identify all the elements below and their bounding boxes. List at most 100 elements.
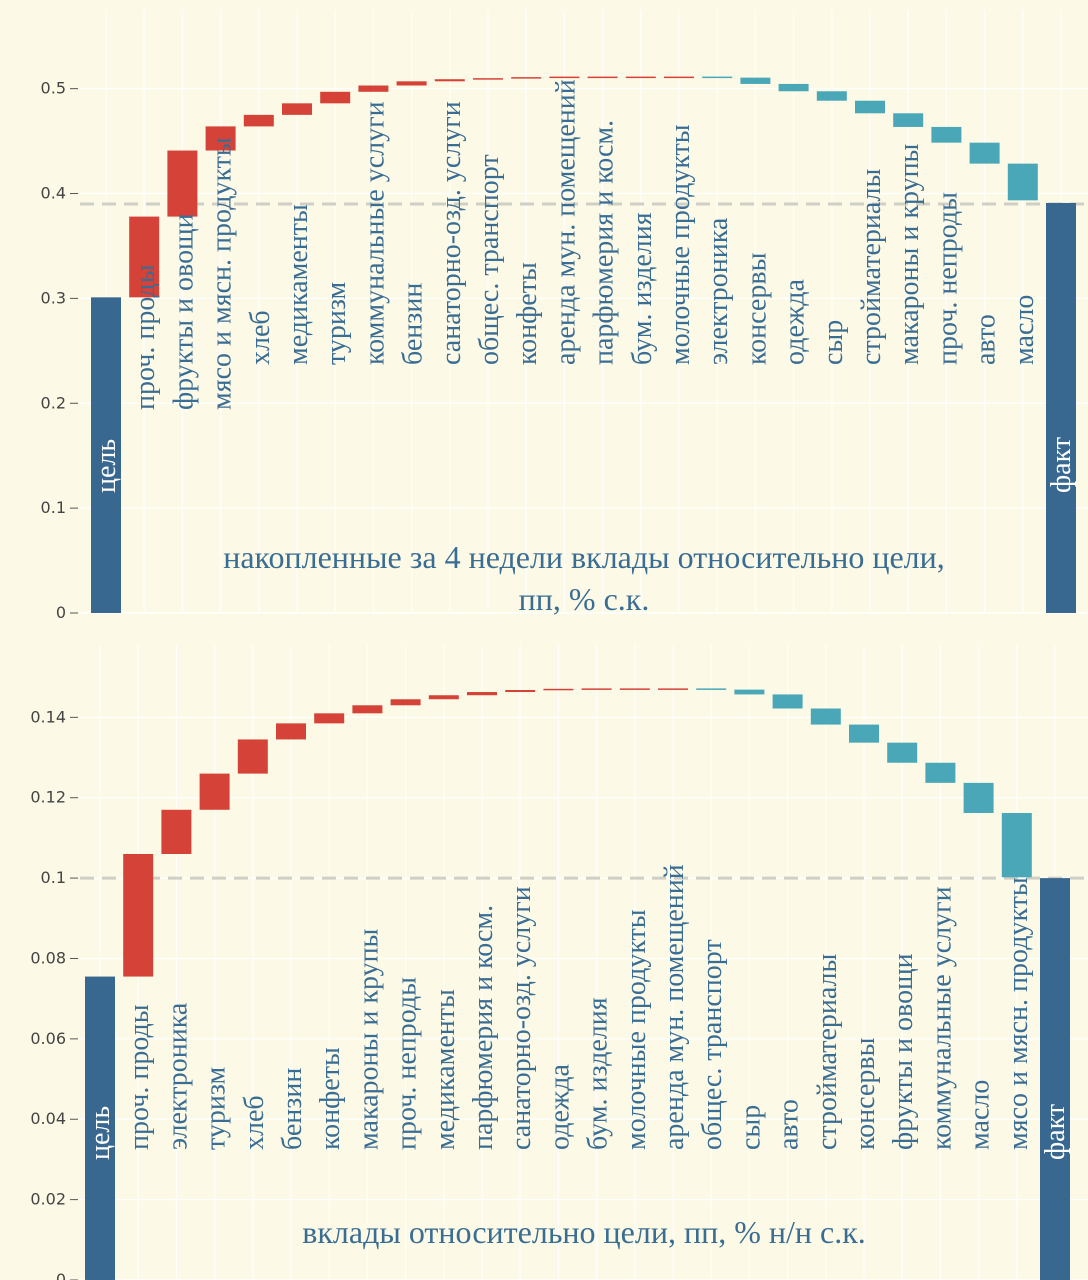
- waterfall-bar: [931, 126, 962, 143]
- bar-label: авто: [971, 314, 1002, 365]
- y-tick-label: 0.4: [41, 184, 66, 203]
- waterfall-bar: [276, 723, 306, 740]
- bar-label: авто: [774, 1099, 805, 1150]
- bar-label: одежда: [544, 1064, 575, 1150]
- bar-label: санаторно-озд. услуги: [436, 101, 467, 365]
- y-tick-label: 0.04: [30, 1109, 66, 1128]
- bar-label: туризм: [321, 281, 352, 365]
- bar-label: медикаменты: [430, 989, 461, 1150]
- waterfall-bar: [734, 689, 765, 695]
- waterfall-bar: [1007, 163, 1038, 201]
- y-tick-label: 0: [56, 603, 66, 622]
- bar-label: коммунальные услуги: [359, 101, 390, 365]
- bar-label: макароны и крупы: [894, 143, 925, 365]
- waterfall-bar: [129, 216, 160, 298]
- bar-label: бензин: [398, 283, 429, 365]
- waterfall-bar: [85, 976, 115, 1280]
- bar-label: цель: [91, 439, 122, 493]
- y-tick-label: 0: [56, 1270, 66, 1280]
- bar-label: бум. изделия: [627, 212, 658, 365]
- bar-label: фрукты и овощи: [888, 953, 919, 1150]
- waterfall-bar: [810, 708, 841, 725]
- waterfall-bar: [396, 81, 427, 86]
- waterfall-bar: [282, 103, 312, 115]
- bar-label: конфеты: [315, 1047, 346, 1150]
- y-tick-label: 0.2: [41, 393, 66, 412]
- y-tick-label: 0.08: [30, 948, 66, 967]
- waterfall-bar: [1040, 878, 1070, 1280]
- bar-label: хлеб: [239, 1095, 270, 1150]
- waterfall-bar: [772, 694, 803, 709]
- bar-label: парфюмерия и косм.: [589, 120, 620, 365]
- waterfall-bar: [320, 91, 351, 104]
- waterfall-bar: [434, 79, 465, 82]
- waterfall-bar: [161, 809, 192, 854]
- chart-week-over-week: 0 0.02 0.04 0.06 0.08 0.1 0.12 0.14 цель проч. пр…: [30, 645, 1088, 1280]
- bar-label: одежда: [780, 279, 811, 365]
- bar-label: электроника: [162, 1002, 193, 1150]
- waterfall-bar: [123, 853, 154, 977]
- waterfall-bar: [664, 76, 694, 79]
- y-tick-label: 0.5: [41, 79, 66, 98]
- waterfall-bar: [91, 297, 121, 613]
- chart-title: накопленные за 4 недели вклады относител…: [223, 539, 945, 575]
- bar-label: коммунальные услуги: [926, 886, 957, 1150]
- waterfall-bar: [893, 113, 924, 127]
- waterfall-bar: [199, 773, 230, 810]
- waterfall-bar: [314, 713, 345, 724]
- waterfall-bar: [473, 78, 503, 80]
- waterfall-bar: [205, 126, 236, 151]
- bar-label: конфеты: [512, 262, 543, 365]
- waterfall-bar: [358, 85, 389, 92]
- waterfall-bar: [467, 692, 497, 696]
- waterfall-bar: [243, 114, 274, 127]
- bar-label: консервы: [741, 252, 772, 365]
- waterfall-bar: [237, 739, 268, 774]
- bar-label: макароны и крупы: [353, 928, 384, 1150]
- bar-label: молочные продукты: [665, 124, 696, 365]
- waterfall-bar: [702, 76, 733, 79]
- bar-label: хлеб: [245, 310, 276, 365]
- bar-label: туризм: [201, 1066, 232, 1150]
- bar-label: сыр: [818, 320, 849, 365]
- bar-label: санаторно-озд. услуги: [506, 886, 537, 1150]
- waterfall-bar: [778, 83, 809, 92]
- waterfall-bar: [428, 695, 459, 700]
- bar-label: бум. изделия: [583, 997, 614, 1150]
- waterfall-bar: [1001, 812, 1032, 878]
- waterfall-bar: [925, 762, 956, 783]
- y-tick-label: 0.02: [30, 1190, 66, 1209]
- waterfall-bar: [963, 782, 994, 813]
- bar-label: электроника: [703, 217, 734, 365]
- bar-label: проч. непроды: [932, 192, 963, 365]
- bar-label: масло: [1009, 295, 1040, 365]
- waterfall-bar: [816, 91, 847, 101]
- bar-label: бензин: [277, 1068, 308, 1150]
- y-tick-label: 0.14: [30, 707, 66, 726]
- waterfall-bar: [581, 688, 612, 690]
- bar-label: аренда мун. помещений: [550, 79, 581, 365]
- waterfall-bar: [167, 150, 198, 217]
- bar-label: общес. транспорт: [697, 939, 728, 1150]
- y-tick-label: 0.1: [41, 498, 66, 517]
- waterfall-bar: [696, 688, 727, 690]
- waterfall-bar: [740, 77, 771, 84]
- bar-label: проч. проды: [124, 1004, 155, 1150]
- bar-label: аренда мун. помещений: [659, 864, 690, 1150]
- waterfall-bar: [390, 699, 421, 706]
- bar-label: факт: [1046, 437, 1077, 493]
- bar-label: цель: [85, 1106, 116, 1160]
- chart-title: вклады относительно цели, пп, % н/н с.к.: [302, 1214, 866, 1250]
- bar-label: молочные продукты: [621, 909, 652, 1150]
- waterfall-bar: [505, 690, 536, 693]
- bar-label: проч. непроды: [392, 977, 423, 1150]
- waterfall-bar: [849, 724, 879, 743]
- waterfall-bar: [969, 142, 1000, 164]
- y-tick-label: 0.1: [41, 868, 66, 887]
- bar-label: консервы: [850, 1037, 881, 1150]
- chart-title: пп, % с.к.: [519, 581, 650, 617]
- waterfall-bar: [1046, 202, 1076, 613]
- bar-label: медикаменты: [283, 204, 314, 365]
- waterfall-bar: [549, 76, 580, 79]
- bar-label: проч. проды: [130, 264, 161, 410]
